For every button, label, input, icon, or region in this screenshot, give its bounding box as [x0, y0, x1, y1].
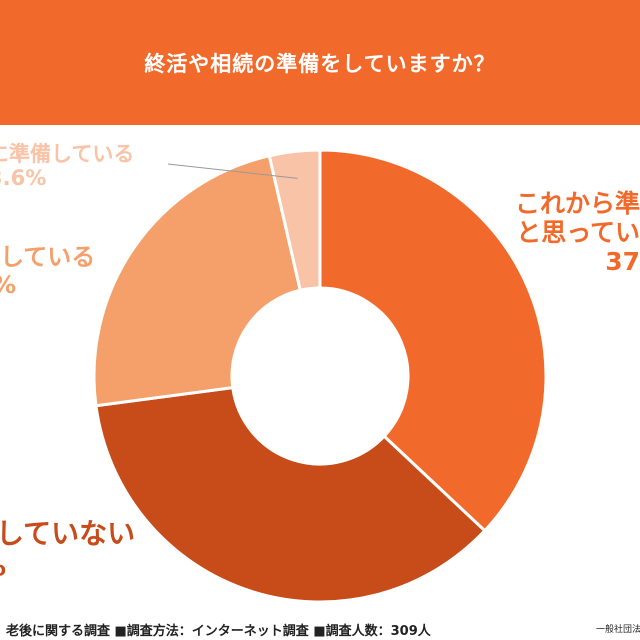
label-start-soon-value: 37	[605, 246, 640, 276]
label-doing-line1: している	[0, 243, 96, 271]
label-done-value: 3.6%	[0, 166, 47, 191]
label-done: に準備している 3.6%	[0, 142, 134, 190]
leader-line	[167, 163, 298, 179]
survey-info: 老後に関する調査 ■調査方法：インターネット調査 ■調査人数：309人	[6, 624, 431, 639]
chart-title: 終活や相続の準備をしていますか？	[144, 52, 496, 76]
slice-doing	[92, 153, 303, 408]
label-not-done-line1: していない	[0, 517, 136, 550]
label-start-soon-line2: と思ってい	[516, 217, 640, 247]
header-banner: 終活や相続の準備をしていますか？	[0, 0, 640, 125]
label-not-done-value: %	[0, 549, 135, 582]
label-start-soon: これから準 と思ってい 37	[514, 189, 640, 276]
label-start-soon-line1: これから準	[514, 189, 640, 218]
label-not-done: していない %	[0, 517, 136, 582]
slice-done	[267, 148, 322, 293]
label-done-line1: に準備している	[0, 142, 135, 166]
slice-not-done	[94, 385, 487, 604]
slice-start-soon	[318, 148, 548, 533]
organization-name: 一般社団法人	[595, 625, 640, 635]
label-doing: している %	[0, 243, 96, 300]
label-doing-value: %	[0, 271, 95, 300]
footer: 老後に関する調査 ■調査方法：インターネット調査 ■調査人数：309人 一般社団…	[0, 618, 640, 640]
